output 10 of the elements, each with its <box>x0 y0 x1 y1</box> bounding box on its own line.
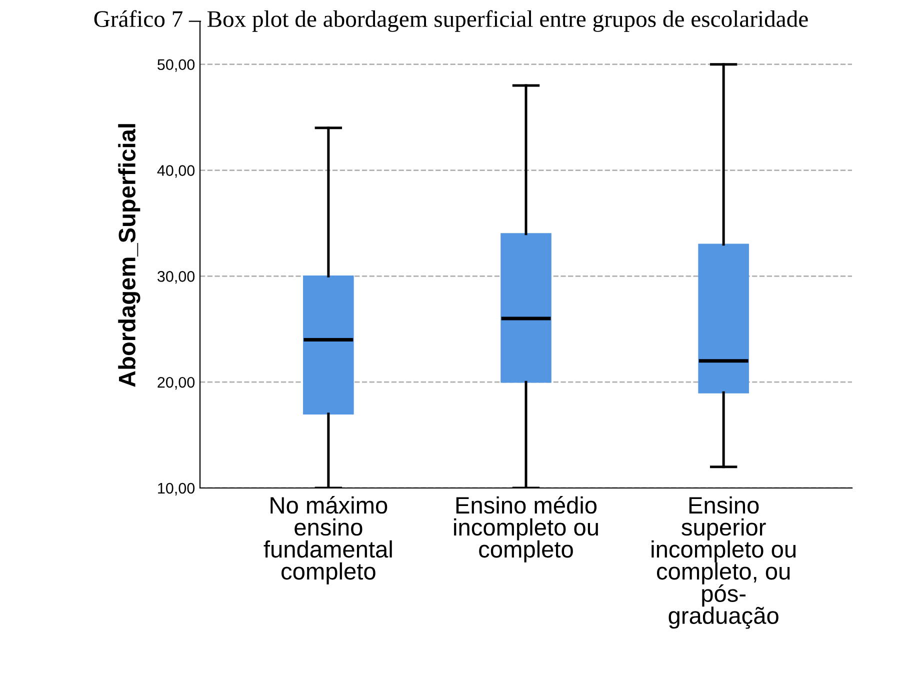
y-tick-label: 10,00 <box>158 482 195 496</box>
y-tick-label: 30,00 <box>157 271 195 284</box>
chart-title: Gráfico 7 – Box plot de abordagem superficial entre grupos de escolaridade <box>94 10 808 32</box>
y-tick-label: 40,00 <box>157 165 195 178</box>
y-tick-label: 20,00 <box>158 376 195 390</box>
x-tick-label: Ensino superior incompleto ou completo, ou pós- graduação <box>652 496 796 629</box>
y-axis-title: Abordagem_Superficial <box>118 124 140 387</box>
y-tick-label: 50,00 <box>158 59 195 72</box>
x-tick-label: Ensino médio incompleto ou completo <box>454 496 598 562</box>
x-tick-label: No máximo ensino fundamental completo <box>264 496 392 584</box>
